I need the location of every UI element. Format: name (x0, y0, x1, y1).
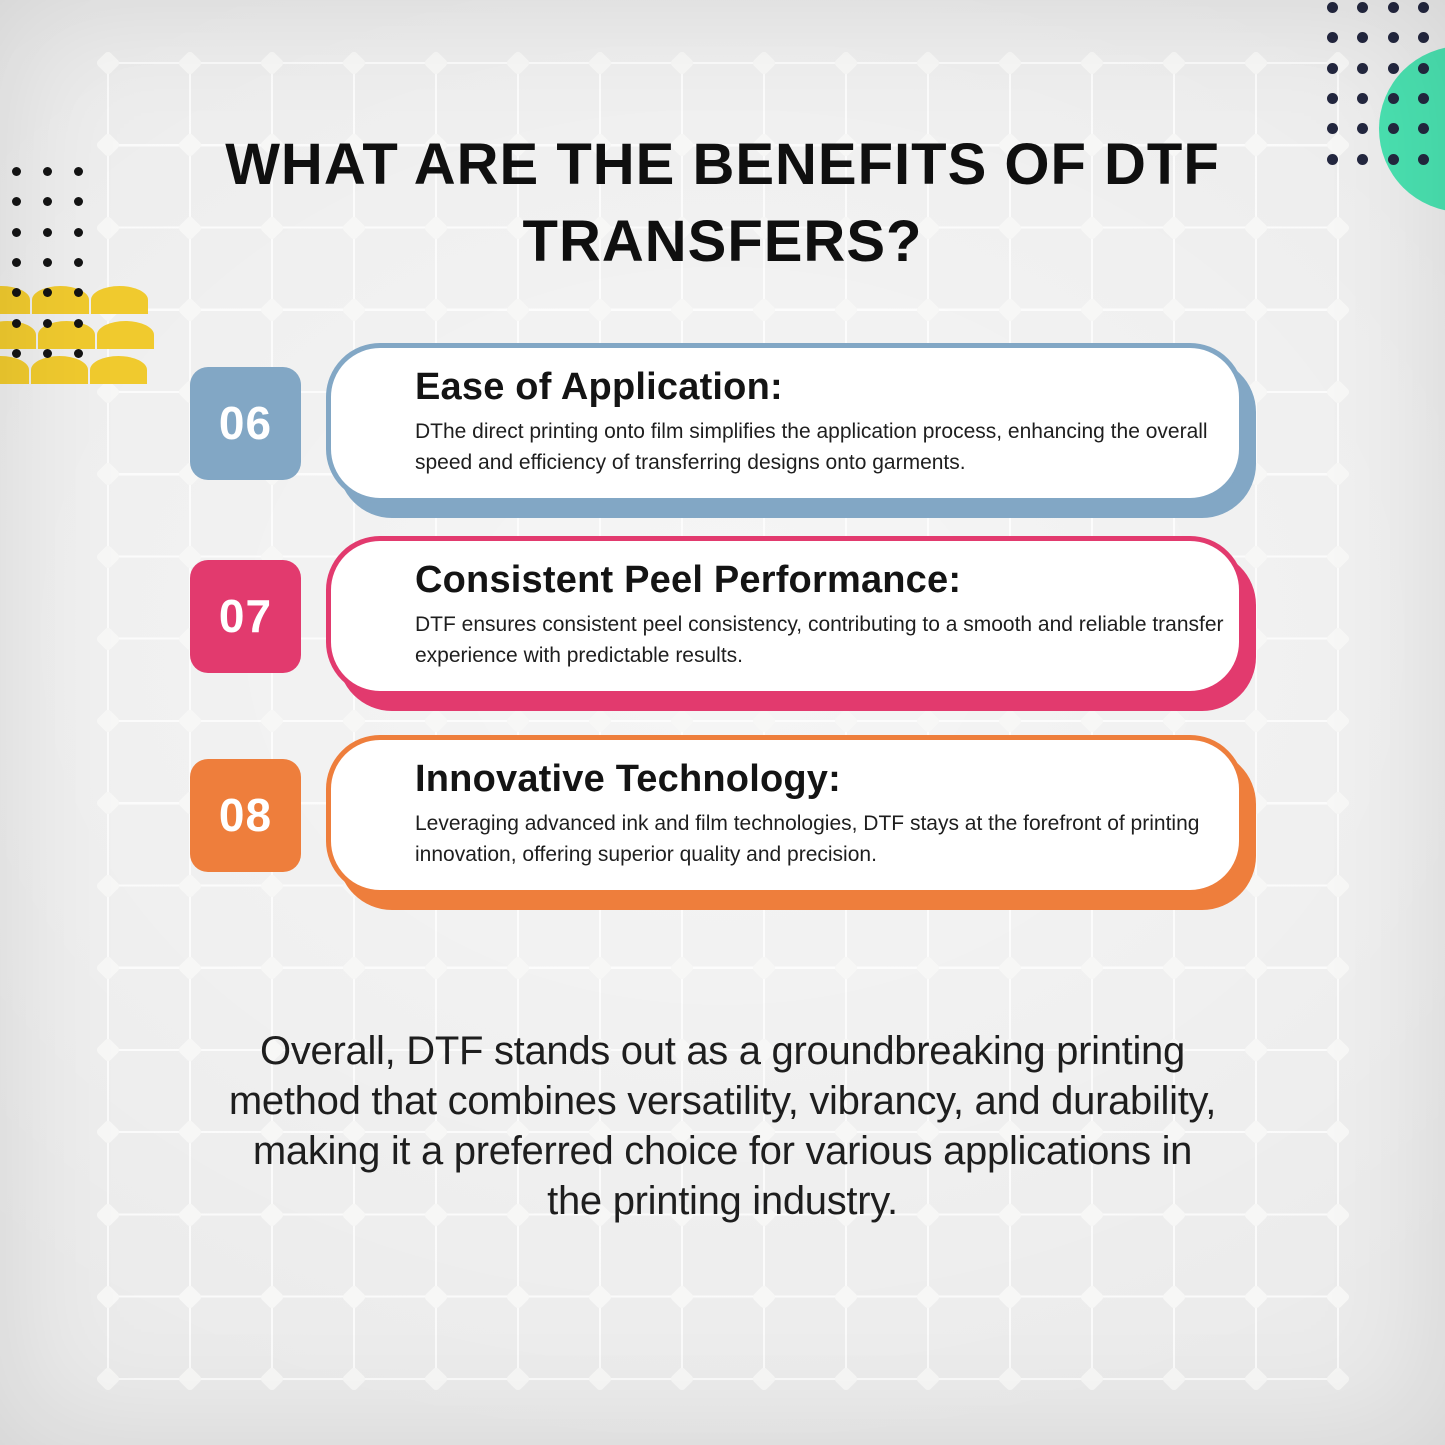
navy-dot (1327, 92, 1338, 104)
black-dot (74, 167, 83, 176)
benefit-row-07: 07 Consistent Peel Performance: DTF ensu… (190, 536, 1244, 696)
navy-dot (1327, 123, 1338, 135)
yellow-dome (97, 321, 154, 349)
black-dot (43, 288, 52, 298)
page-title: WHAT ARE THE BENEFITS OF DTF TRANSFERS? (225, 132, 1220, 274)
black-dot (12, 318, 21, 328)
black-dot (43, 348, 52, 358)
card-heading: Ease of Application: (415, 366, 783, 409)
navy-dot (1417, 153, 1429, 165)
benefit-row-06: 06 Ease of Application: DThe direct prin… (190, 343, 1244, 503)
navy-dot (1417, 123, 1429, 135)
navy-dot (1387, 62, 1399, 74)
black-dot (74, 318, 83, 328)
navy-dot (1327, 153, 1338, 165)
black-dot (12, 257, 21, 267)
navy-dot (1357, 92, 1369, 104)
black-dot (12, 197, 21, 207)
black-dot (12, 227, 21, 237)
black-dot (43, 227, 52, 237)
conclusion-text: Overall, DTF stands out as a groundbreak… (0, 1026, 1445, 1226)
navy-dot (1357, 62, 1369, 74)
navy-dot (1357, 153, 1369, 165)
navy-dot (1387, 2, 1399, 13)
navy-dot (1387, 92, 1399, 104)
yellow-dome (90, 356, 147, 384)
black-dot (74, 348, 83, 358)
navy-dot (1417, 92, 1429, 104)
benefit-card-08: Innovative Technology: Leveraging advanc… (326, 735, 1244, 895)
black-dot (43, 197, 52, 207)
background-grid (107, 62, 1340, 1382)
yellow-dome (91, 286, 148, 314)
black-dot (74, 288, 83, 298)
conclusion-line: making it a preferred choice for various… (252, 1129, 1193, 1173)
conclusion-line: the printing industry. (547, 1179, 898, 1223)
navy-dot (1327, 2, 1338, 13)
black-dot (74, 227, 83, 237)
black-dot (74, 197, 83, 207)
card-heading: Consistent Peel Performance: (415, 559, 962, 602)
number-badge-07: 07 (190, 559, 301, 673)
number-badge-08: 08 (190, 758, 301, 872)
navy-dot (1417, 32, 1429, 44)
navy-dot (1387, 123, 1399, 135)
conclusion-line: method that combines versatility, vibran… (228, 1079, 1217, 1123)
navy-dot (1327, 62, 1338, 74)
black-dot (74, 257, 83, 267)
card-heading: Innovative Technology: (415, 758, 841, 801)
navy-dot (1357, 32, 1369, 44)
navy-dot (1357, 123, 1369, 135)
navy-dot (1417, 62, 1429, 74)
benefit-row-08: 08 Innovative Technology: Leveraging adv… (190, 735, 1244, 895)
card-body: DTF ensures consistent peel consistency,… (415, 613, 1224, 667)
navy-dot (1387, 153, 1399, 165)
card-body: Leveraging advanced ink and film technol… (415, 812, 1200, 866)
navy-dot (1417, 2, 1429, 13)
navy-dot (1357, 2, 1369, 13)
yellow-dome (31, 356, 88, 384)
black-dot (12, 167, 21, 176)
black-dot (43, 167, 52, 176)
navy-dot (1327, 32, 1338, 44)
black-dot (43, 318, 52, 328)
black-dot (43, 257, 52, 267)
yellow-dome (0, 356, 29, 384)
conclusion-line: Overall, DTF stands out as a groundbreak… (260, 1029, 1185, 1073)
benefit-card-06: Ease of Application: DThe direct printin… (326, 343, 1244, 503)
number-badge-06: 06 (190, 366, 301, 480)
benefit-card-07: Consistent Peel Performance: DTF ensures… (326, 536, 1244, 696)
navy-dot (1387, 32, 1399, 44)
black-dot (12, 288, 21, 298)
black-dot (12, 348, 21, 358)
card-body: DThe direct printing onto film simplifie… (415, 420, 1208, 474)
